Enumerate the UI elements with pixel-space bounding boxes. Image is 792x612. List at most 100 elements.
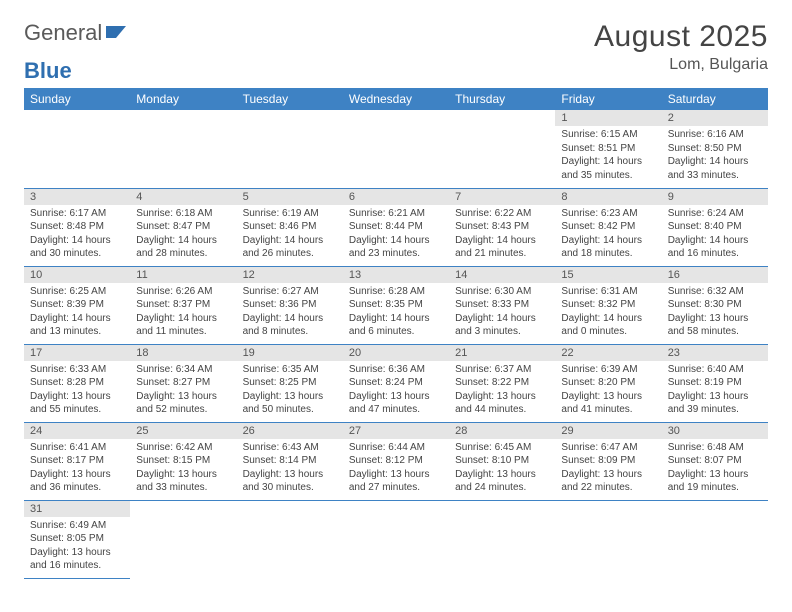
- day-number: 6: [343, 189, 449, 205]
- day-content: Sunrise: 6:21 AMSunset: 8:44 PMDaylight:…: [343, 205, 449, 265]
- day-content: Sunrise: 6:25 AMSunset: 8:39 PMDaylight:…: [24, 283, 130, 343]
- sunset-text: Sunset: 8:42 PM: [561, 220, 655, 234]
- calendar-cell: [662, 500, 768, 578]
- sunset-text: Sunset: 8:46 PM: [243, 220, 337, 234]
- calendar-cell: 25Sunrise: 6:42 AMSunset: 8:15 PMDayligh…: [130, 422, 236, 500]
- daylight-text: Daylight: 14 hours and 18 minutes.: [561, 234, 655, 261]
- day-number: 9: [662, 189, 768, 205]
- sunset-text: Sunset: 8:27 PM: [136, 376, 230, 390]
- daylight-text: Daylight: 13 hours and 47 minutes.: [349, 390, 443, 417]
- calendar-cell: [237, 110, 343, 188]
- sunset-text: Sunset: 8:07 PM: [668, 454, 762, 468]
- day-content: Sunrise: 6:27 AMSunset: 8:36 PMDaylight:…: [237, 283, 343, 343]
- sunset-text: Sunset: 8:37 PM: [136, 298, 230, 312]
- sunset-text: Sunset: 8:30 PM: [668, 298, 762, 312]
- sunrise-text: Sunrise: 6:19 AM: [243, 207, 337, 221]
- sunrise-text: Sunrise: 6:26 AM: [136, 285, 230, 299]
- sunset-text: Sunset: 8:12 PM: [349, 454, 443, 468]
- day-content: Sunrise: 6:15 AMSunset: 8:51 PMDaylight:…: [555, 126, 661, 186]
- day-number: 24: [24, 423, 130, 439]
- day-content: Sunrise: 6:42 AMSunset: 8:15 PMDaylight:…: [130, 439, 236, 499]
- day-number: 12: [237, 267, 343, 283]
- sunset-text: Sunset: 8:48 PM: [30, 220, 124, 234]
- daylight-text: Daylight: 14 hours and 35 minutes.: [561, 155, 655, 182]
- daylight-text: Daylight: 14 hours and 21 minutes.: [455, 234, 549, 261]
- calendar-cell: 2Sunrise: 6:16 AMSunset: 8:50 PMDaylight…: [662, 110, 768, 188]
- calendar-row: 1Sunrise: 6:15 AMSunset: 8:51 PMDaylight…: [24, 110, 768, 188]
- day-number: 7: [449, 189, 555, 205]
- daylight-text: Daylight: 13 hours and 50 minutes.: [243, 390, 337, 417]
- calendar-cell: 8Sunrise: 6:23 AMSunset: 8:42 PMDaylight…: [555, 188, 661, 266]
- sunset-text: Sunset: 8:43 PM: [455, 220, 549, 234]
- day-content: Sunrise: 6:23 AMSunset: 8:42 PMDaylight:…: [555, 205, 661, 265]
- sunrise-text: Sunrise: 6:37 AM: [455, 363, 549, 377]
- sunset-text: Sunset: 8:10 PM: [455, 454, 549, 468]
- calendar-cell: [24, 110, 130, 188]
- sunset-text: Sunset: 8:19 PM: [668, 376, 762, 390]
- day-number: 3: [24, 189, 130, 205]
- day-number: 5: [237, 189, 343, 205]
- day-number: 30: [662, 423, 768, 439]
- calendar-cell: 31Sunrise: 6:49 AMSunset: 8:05 PMDayligh…: [24, 500, 130, 578]
- day-number: 14: [449, 267, 555, 283]
- day-number: 16: [662, 267, 768, 283]
- sunrise-text: Sunrise: 6:15 AM: [561, 128, 655, 142]
- day-content: Sunrise: 6:47 AMSunset: 8:09 PMDaylight:…: [555, 439, 661, 499]
- sunrise-text: Sunrise: 6:16 AM: [668, 128, 762, 142]
- calendar-cell: 3Sunrise: 6:17 AMSunset: 8:48 PMDaylight…: [24, 188, 130, 266]
- calendar-row: 10Sunrise: 6:25 AMSunset: 8:39 PMDayligh…: [24, 266, 768, 344]
- sunset-text: Sunset: 8:50 PM: [668, 142, 762, 156]
- calendar-cell: 18Sunrise: 6:34 AMSunset: 8:27 PMDayligh…: [130, 344, 236, 422]
- logo-text-2: Blue: [24, 58, 768, 84]
- daylight-text: Daylight: 13 hours and 30 minutes.: [243, 468, 337, 495]
- daylight-text: Daylight: 14 hours and 13 minutes.: [30, 312, 124, 339]
- day-content: Sunrise: 6:36 AMSunset: 8:24 PMDaylight:…: [343, 361, 449, 421]
- day-content: Sunrise: 6:30 AMSunset: 8:33 PMDaylight:…: [449, 283, 555, 343]
- calendar-cell: 14Sunrise: 6:30 AMSunset: 8:33 PMDayligh…: [449, 266, 555, 344]
- daylight-text: Daylight: 13 hours and 44 minutes.: [455, 390, 549, 417]
- day-number: 13: [343, 267, 449, 283]
- sunrise-text: Sunrise: 6:24 AM: [668, 207, 762, 221]
- sunset-text: Sunset: 8:09 PM: [561, 454, 655, 468]
- daylight-text: Daylight: 14 hours and 0 minutes.: [561, 312, 655, 339]
- daylight-text: Daylight: 13 hours and 55 minutes.: [30, 390, 124, 417]
- sunrise-text: Sunrise: 6:39 AM: [561, 363, 655, 377]
- day-number: 21: [449, 345, 555, 361]
- calendar-cell: 10Sunrise: 6:25 AMSunset: 8:39 PMDayligh…: [24, 266, 130, 344]
- day-number: 20: [343, 345, 449, 361]
- calendar-cell: 5Sunrise: 6:19 AMSunset: 8:46 PMDaylight…: [237, 188, 343, 266]
- sunset-text: Sunset: 8:36 PM: [243, 298, 337, 312]
- calendar-cell: [449, 500, 555, 578]
- day-content: Sunrise: 6:39 AMSunset: 8:20 PMDaylight:…: [555, 361, 661, 421]
- calendar-cell: 27Sunrise: 6:44 AMSunset: 8:12 PMDayligh…: [343, 422, 449, 500]
- sunset-text: Sunset: 8:25 PM: [243, 376, 337, 390]
- weekday-header: Wednesday: [343, 88, 449, 110]
- day-number: 31: [24, 501, 130, 517]
- day-number: 18: [130, 345, 236, 361]
- month-title: August 2025: [594, 20, 768, 54]
- daylight-text: Daylight: 14 hours and 28 minutes.: [136, 234, 230, 261]
- calendar-table: Sunday Monday Tuesday Wednesday Thursday…: [24, 88, 768, 579]
- day-number: 29: [555, 423, 661, 439]
- calendar-cell: 1Sunrise: 6:15 AMSunset: 8:51 PMDaylight…: [555, 110, 661, 188]
- day-content: Sunrise: 6:35 AMSunset: 8:25 PMDaylight:…: [237, 361, 343, 421]
- sunset-text: Sunset: 8:28 PM: [30, 376, 124, 390]
- daylight-text: Daylight: 13 hours and 19 minutes.: [668, 468, 762, 495]
- sunrise-text: Sunrise: 6:36 AM: [349, 363, 443, 377]
- sunrise-text: Sunrise: 6:35 AM: [243, 363, 337, 377]
- day-number: 8: [555, 189, 661, 205]
- day-content: Sunrise: 6:26 AMSunset: 8:37 PMDaylight:…: [130, 283, 236, 343]
- day-number: 4: [130, 189, 236, 205]
- day-content: Sunrise: 6:16 AMSunset: 8:50 PMDaylight:…: [662, 126, 768, 186]
- sunrise-text: Sunrise: 6:41 AM: [30, 441, 124, 455]
- daylight-text: Daylight: 13 hours and 16 minutes.: [30, 546, 124, 573]
- day-content: Sunrise: 6:17 AMSunset: 8:48 PMDaylight:…: [24, 205, 130, 265]
- sunset-text: Sunset: 8:17 PM: [30, 454, 124, 468]
- sunset-text: Sunset: 8:20 PM: [561, 376, 655, 390]
- daylight-text: Daylight: 14 hours and 11 minutes.: [136, 312, 230, 339]
- sunset-text: Sunset: 8:33 PM: [455, 298, 549, 312]
- day-content: Sunrise: 6:49 AMSunset: 8:05 PMDaylight:…: [24, 517, 130, 577]
- logo-text-1: General: [24, 20, 102, 46]
- sunrise-text: Sunrise: 6:34 AM: [136, 363, 230, 377]
- calendar-cell: [130, 110, 236, 188]
